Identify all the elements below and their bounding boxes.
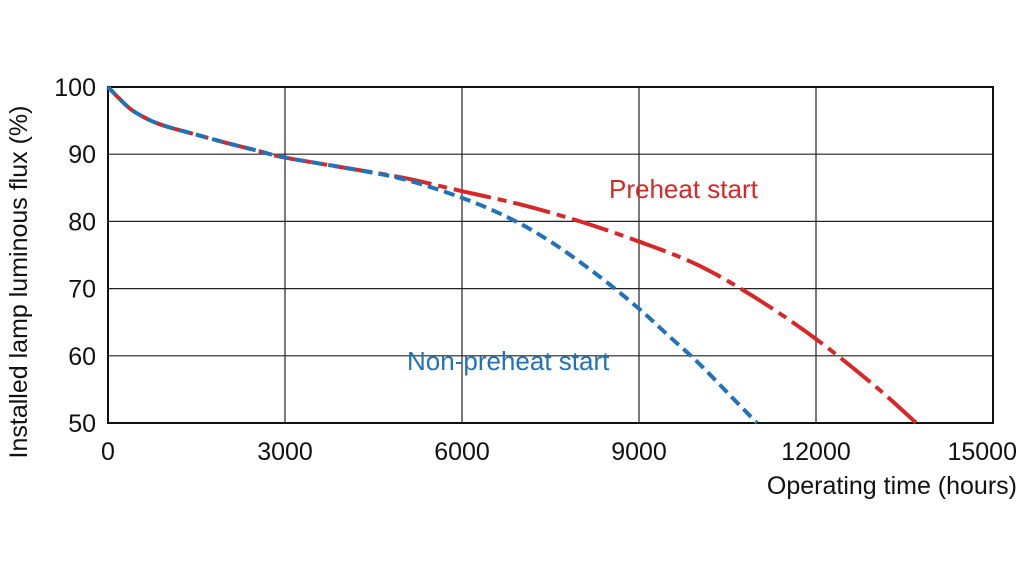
y-tick-label: 50 bbox=[68, 410, 96, 438]
y-tick-label: 70 bbox=[68, 276, 96, 304]
x-tick-label: 6000 bbox=[434, 438, 490, 466]
x-tick-label: 3000 bbox=[257, 438, 313, 466]
series-layer bbox=[106, 85, 918, 425]
y-tick-label: 80 bbox=[68, 208, 96, 236]
x-tick-label: 12000 bbox=[781, 438, 851, 466]
x-tick-labels: 0 3000 6000 9000 12000 15000 bbox=[101, 438, 1017, 466]
plot-frame bbox=[107, 86, 994, 424]
x-axis-title: Operating time (hours) bbox=[767, 472, 1017, 500]
y-tick-label: 90 bbox=[68, 141, 96, 169]
y-tick-labels: 100 90 80 70 60 50 bbox=[54, 74, 96, 438]
y-axis-title: Installed lamp luminous flux (%) bbox=[5, 106, 33, 459]
non-preheat-start-label: Non-preheat start bbox=[407, 346, 610, 376]
y-tick-label: 100 bbox=[54, 74, 96, 102]
non-preheat-start-line bbox=[106, 85, 759, 425]
x-tick-label: 0 bbox=[101, 438, 115, 466]
y-tick-label: 60 bbox=[68, 343, 96, 371]
x-tick-label: 9000 bbox=[611, 438, 667, 466]
preheat-start-label: Preheat start bbox=[609, 174, 759, 204]
x-tick-label: 15000 bbox=[947, 438, 1017, 466]
